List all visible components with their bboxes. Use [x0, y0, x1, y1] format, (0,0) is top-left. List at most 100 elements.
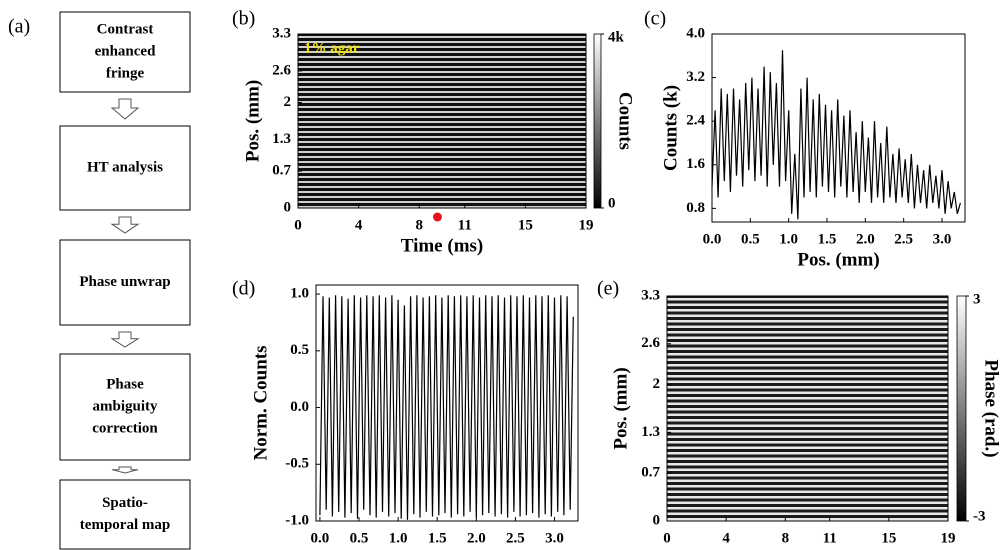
flow-arrow [110, 216, 140, 234]
flowchart: Contrast enhanced fringe HT analysis Phase u… [59, 11, 191, 550]
x-tick-label: 19 [941, 530, 956, 546]
colorbar-label: Phase (rad.) [981, 359, 1002, 457]
line [319, 295, 574, 520]
y-tick-label: 3.2 [686, 69, 705, 85]
y-axis-label: Counts (k) [660, 85, 681, 171]
plot-frame [711, 33, 966, 223]
line [711, 50, 961, 220]
y-tick-label: 1.3 [272, 131, 291, 147]
x-tick-label: 15 [518, 217, 533, 233]
x-tick-label: 11 [823, 530, 837, 546]
x-tick-label: 19 [579, 217, 594, 233]
x-tick-label: 0.5 [741, 231, 760, 247]
flow-text: correction [92, 420, 158, 436]
y-tick-label: 2.6 [272, 62, 291, 78]
x-tick-label: 4 [722, 530, 730, 546]
x-axis-label: Pos. (mm) [797, 249, 879, 270]
panel-label: (d) [232, 278, 255, 300]
y-tick-label: 0.5 [290, 342, 309, 358]
y-tick-label: 0.7 [641, 465, 660, 481]
panel-label: (b) [232, 8, 255, 30]
x-tick-label: 0.0 [703, 231, 722, 247]
colorbar [593, 33, 602, 209]
annotation: 1% agar [304, 40, 360, 56]
flow-box [59, 479, 191, 550]
y-tick-label: 0.0 [290, 399, 309, 415]
x-tick-label: 8 [782, 530, 790, 546]
y-tick-label: 0.7 [272, 163, 291, 179]
y-tick-label: 1.3 [641, 424, 660, 440]
colorbar-tick-label: 3 [973, 291, 981, 307]
colorbar [956, 295, 967, 522]
x-tick-label: 1.0 [779, 231, 798, 247]
y-tick-label: -1.0 [285, 512, 309, 528]
flow-arrow [110, 331, 140, 348]
plot-frame [315, 284, 579, 522]
flow-box [59, 125, 191, 211]
flow-text: Contrast [97, 21, 154, 37]
x-axis-label: Time (ms) [401, 235, 484, 256]
y-tick-label: 2.6 [641, 335, 660, 351]
y-tick-label: 3.3 [641, 287, 660, 303]
flow-text: HT analysis [87, 159, 163, 175]
y-tick-label: 0.8 [686, 200, 705, 216]
flow-arrow [110, 98, 140, 120]
flow-box [59, 11, 191, 93]
x-tick-label: 1.5 [428, 530, 447, 546]
colorbar-label: Counts [615, 92, 636, 150]
x-tick-label: 0 [663, 530, 671, 546]
heatmap-image [298, 34, 586, 208]
flow-text: temporal map [80, 517, 170, 533]
x-tick-label: 1.5 [818, 231, 837, 247]
plot-frame [666, 295, 949, 522]
y-axis-label: Pos. (mm) [610, 367, 631, 449]
x-tick-label: 11 [458, 217, 472, 233]
y-axis-label: Norm. Counts [250, 345, 271, 460]
y-tick-label: 2 [284, 94, 292, 110]
x-tick-label: 3.0 [933, 231, 952, 247]
y-axis-label: Pos. (mm) [242, 80, 263, 162]
y-tick-label: 0 [284, 199, 292, 215]
x-tick-label: 15 [881, 530, 896, 546]
y-tick-label: 1.6 [686, 156, 705, 172]
x-tick-label: 8 [416, 217, 424, 233]
flow-text: ambiguity [92, 398, 158, 414]
y-tick-label: -0.5 [285, 456, 309, 472]
colorbar-tick-label: 0 [608, 195, 616, 211]
plot-frame [297, 33, 587, 209]
panel-label: (c) [644, 8, 666, 30]
x-tick-label: 2.0 [467, 530, 486, 546]
flow-text: fringe [106, 65, 145, 81]
x-tick-label: 0 [294, 217, 302, 233]
x-tick-label: 2.5 [506, 530, 525, 546]
y-tick-label: 2 [653, 376, 661, 392]
x-tick-label: 0.0 [311, 530, 330, 546]
flow-text: Phase [106, 376, 144, 392]
flow-text: Phase unwrap [79, 274, 170, 290]
x-tick-label: 2.0 [856, 231, 875, 247]
y-tick-label: 0 [653, 512, 661, 528]
y-tick-label: 4.0 [686, 25, 705, 41]
marker [432, 212, 442, 222]
heatmap-image [667, 296, 948, 521]
colorbar-tick-label: 4k [608, 29, 625, 45]
x-tick-label: 1.0 [389, 530, 408, 546]
y-tick-label: 1.0 [290, 286, 309, 302]
x-tick-label: 4 [355, 217, 363, 233]
panel-label: (a) [8, 16, 30, 38]
colorbar-tick-label: -3 [973, 508, 986, 524]
x-tick-label: 0.5 [350, 530, 369, 546]
y-tick-label: 3.3 [272, 25, 291, 41]
flow-arrow [111, 466, 139, 474]
y-tick-label: 2.4 [686, 113, 705, 129]
flow-text: enhanced [95, 43, 157, 59]
flow-box [59, 353, 191, 461]
flow-text: Spatio- [102, 495, 148, 511]
x-axis-label: Time (ms) [766, 548, 849, 550]
x-tick-label: 2.5 [894, 231, 913, 247]
x-axis-label: Pos. (mm) [406, 548, 488, 550]
flow-box [59, 239, 191, 326]
panel-label: (e) [597, 278, 619, 300]
x-tick-label: 3.0 [545, 530, 564, 546]
